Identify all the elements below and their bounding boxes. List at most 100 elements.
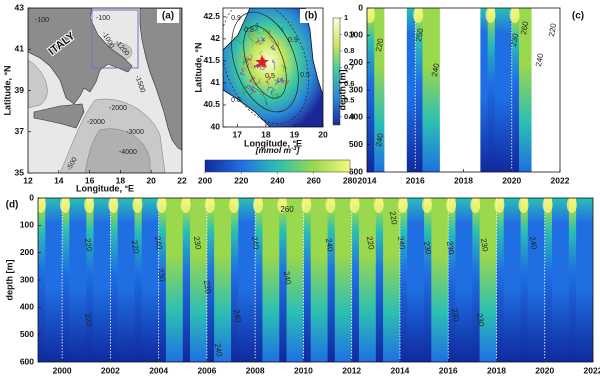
field-cell [206, 198, 215, 362]
contour-label: 250 [414, 27, 425, 42]
field-cell [406, 8, 416, 172]
colorbar-tick-label: 200 [198, 175, 212, 185]
trajectory [271, 93, 280, 101]
trajectory [239, 67, 245, 76]
bloom [156, 198, 167, 213]
trajectory [254, 37, 262, 45]
field-cell [310, 198, 329, 362]
bloom [470, 198, 481, 213]
contour-label: 260 [280, 205, 294, 214]
contour-label: 240 [528, 236, 539, 251]
x-tick-label: 2022 [584, 365, 600, 375]
trajectory [255, 37, 262, 45]
field-cell [165, 198, 184, 362]
trajectory [240, 68, 248, 74]
contour-label: 220 [388, 211, 399, 226]
bloom [108, 198, 119, 213]
contour-label: 220 [83, 313, 94, 328]
field-cell [374, 8, 385, 172]
deep-sea [84, 128, 151, 173]
contour-label: 0.8 [231, 97, 241, 104]
y-tick-label: 600 [349, 166, 363, 176]
field-cell [472, 198, 481, 362]
bloom [60, 198, 71, 213]
trajectory [243, 55, 250, 59]
contour-label: 0.5 [265, 73, 275, 80]
trajectory [253, 63, 262, 69]
field-cell [367, 8, 375, 172]
x-tick-label: 17 [233, 129, 243, 139]
contour-label: 260 [519, 20, 530, 35]
y-tick-label: 0 [29, 192, 34, 202]
field-cell [399, 198, 408, 362]
panel-label: (a) [162, 11, 174, 22]
contour-label: 220 [83, 238, 94, 253]
bloom [204, 198, 215, 213]
field-cell [527, 198, 546, 362]
bloom [180, 198, 191, 213]
field-cell [110, 198, 119, 362]
y-tick-label: 41 [211, 77, 221, 87]
field-cell [38, 198, 46, 362]
bloom [277, 198, 288, 213]
field-cell [487, 8, 496, 172]
field-cell [334, 198, 353, 362]
x-tick-label: 2018 [487, 365, 506, 375]
colorbar-tick-label: 0.7 [344, 62, 354, 71]
colorbar-tick-label: 1 [344, 13, 348, 22]
field-cell [422, 8, 440, 172]
bloom [253, 198, 264, 213]
y-tick-label: 40 [211, 121, 221, 131]
field-cell [358, 198, 377, 362]
y-tick-label: 300 [349, 84, 363, 94]
field-cell [479, 198, 497, 362]
x-tick-label: 2004 [149, 365, 168, 375]
contour-label: 220 [374, 37, 385, 52]
panel-label: (d) [6, 200, 19, 211]
trajectory [277, 77, 284, 84]
trajectory [246, 33, 254, 48]
field-cell [496, 198, 505, 362]
field-cell [117, 198, 136, 362]
bloom [413, 8, 424, 23]
trajectory [254, 23, 259, 32]
plot-frame [366, 7, 561, 173]
field-cell [375, 198, 384, 362]
field-cell [134, 198, 143, 362]
trajectory [260, 36, 266, 44]
x-tick-label: 2010 [294, 365, 313, 375]
field-cell [190, 198, 208, 362]
contour-label: 230 [445, 241, 456, 256]
colorbar-tick-label: 0.5 [344, 95, 354, 104]
heatmap [367, 8, 532, 172]
contour-label: 230 [156, 268, 167, 283]
colorbar-title-part: -3 [291, 146, 297, 152]
field-cell [518, 8, 532, 172]
y-tick-label: 40.5 [203, 99, 220, 109]
colorbar-tick-label: 260 [307, 175, 321, 185]
y-tick-label: 37 [15, 126, 25, 136]
trajectory [265, 75, 272, 85]
contour-label: 240 [232, 309, 243, 324]
field-cell [551, 198, 570, 362]
field-cell [231, 198, 239, 362]
contour-label: 230 [450, 308, 461, 323]
contour-label: 220 [365, 236, 376, 251]
x-tick-label: 20 [146, 175, 156, 185]
land [33, 103, 85, 129]
bloom [397, 198, 408, 213]
contour-label: 230 [479, 238, 490, 253]
y-tick-label: 42 [211, 33, 221, 43]
contour-line [223, 8, 309, 125]
field-cell [69, 198, 87, 362]
field-cell [544, 198, 553, 362]
field-cell [279, 198, 288, 362]
field-cell [431, 198, 449, 362]
trajectory [246, 57, 253, 68]
bloom [38, 198, 46, 213]
deep-sea [28, 59, 48, 109]
y-tick-label: 41.5 [203, 55, 220, 65]
x-tick-label: 22 [177, 175, 187, 185]
x-tick-label: 20 [318, 129, 328, 139]
